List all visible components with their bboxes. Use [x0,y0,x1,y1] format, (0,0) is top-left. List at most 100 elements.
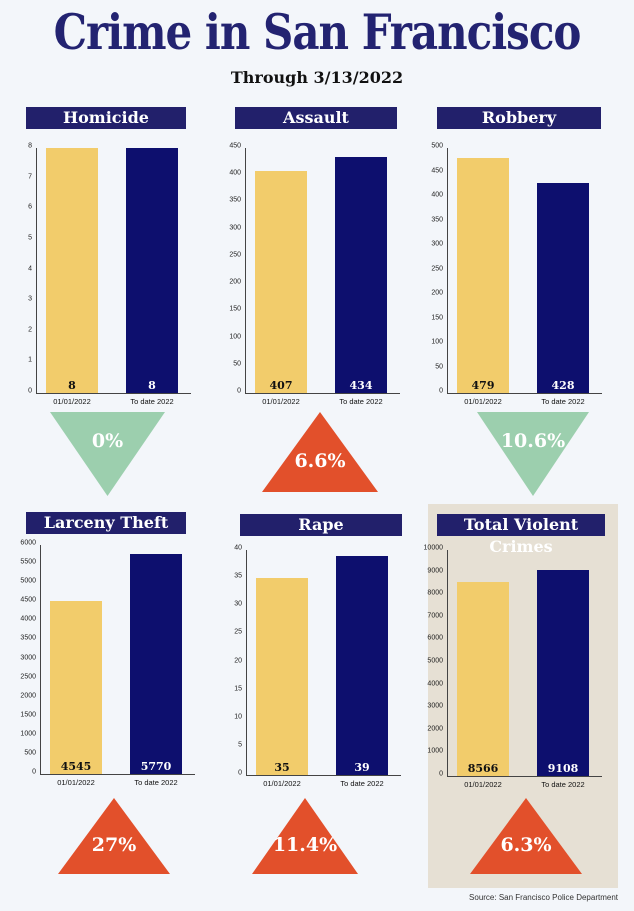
homicide-y-tick: 2 [28,326,32,334]
rape-y-tick: 25 [234,628,242,636]
homicide-y-tick: 0 [28,387,32,395]
robbery-y-tick: 350 [431,216,443,223]
total-violent-crimes-y-tick: 7000 [427,612,443,620]
total-violent-crimes-x-label: 01/01/2022 [464,780,502,789]
total-violent-crimes-x-axis [447,776,602,777]
source-note: Source: San Francisco Police Department [469,893,618,902]
assault-x-label: 01/01/2022 [262,397,300,406]
assault-change-indicator: 6.6% [262,412,378,492]
homicide-bar-to-date-2022 [126,148,178,393]
rape-y-axis [246,550,247,775]
robbery-y-axis [447,148,448,393]
robbery-y-tick: 400 [431,191,443,199]
robbery-y-tick: 0 [439,387,443,395]
homicide-x-label: 01/01/2022 [53,397,91,406]
total-violent-crimes-y-tick: 9000 [427,567,443,575]
rape-up-arrow-icon [252,798,358,874]
larceny-theft-y-tick: 6000 [20,539,36,547]
rape-change-indicator: 11.4% [252,798,358,874]
total-violent-crimes-plot-area: 0 1000 2000 3000 4000 5000 6000 7000 8000 9000 100… [424,545,602,789]
larceny-theft-change-triangle [58,798,170,874]
total-violent-crimes-y-tick: 5000 [427,657,443,665]
page-title: Crime in San Francisco [53,4,582,61]
larceny-theft-y-tick: 4500 [20,596,36,604]
robbery-change-percent: 10.6% [500,430,566,453]
total-violent-crimes-value-label: 9108 [547,762,579,775]
assault-value-label: 407 [269,379,293,392]
robbery-y-tick: 250 [431,265,443,272]
robbery-value-label: 479 [471,379,495,392]
homicide-y-tick: 6 [28,203,32,211]
rape-x-axis [246,775,401,776]
assault-x-axis [245,393,400,394]
rape-y-tick: 15 [234,685,242,693]
rape-y-tick: 10 [234,713,242,721]
rape-change-percent: 11.4% [272,834,338,857]
homicide-x-label: To date 2022 [130,397,174,406]
assault-y-tick: 200 [229,278,241,286]
rape-x-label: 01/01/2022 [263,779,301,788]
homicide-y-tick: 5 [28,234,32,242]
total-violent-crimes-y-tick: 0 [439,770,443,778]
total-violent-crimes-value-label: 8566 [467,762,499,775]
homicide-chart-title: Homicide [26,107,186,129]
assault-bar-to-date-2022 [335,156,387,393]
assault-change-percent: 6.6% [294,450,346,473]
homicide-bar-01-01-2022 [46,148,98,393]
total-violent-crimes-y-tick: 6000 [427,634,443,642]
homicide-down-arrow-icon [50,412,165,496]
assault-value-label: 434 [349,379,373,392]
robbery-y-tick: 500 [431,142,443,150]
robbery-y-tick: 300 [431,240,443,248]
rape-y-tick: 20 [234,657,242,664]
rape-change-triangle [252,798,358,874]
larceny-theft-y-tick: 5500 [20,558,36,566]
rape-chart-title: Rape [240,514,402,536]
larceny-theft-y-tick: 1000 [20,730,36,738]
rape-bar-01-01-2022 [256,578,308,775]
robbery-bar-01-01-2022 [457,158,509,393]
total-violent-crimes-y-axis [447,550,448,776]
robbery-value-label: 428 [551,379,575,392]
assault-y-tick: 450 [229,142,241,150]
larceny-theft-y-tick: 2000 [20,692,36,700]
homicide-y-tick: 1 [28,356,32,364]
larceny-theft-x-axis [40,774,195,775]
larceny-theft-y-tick: 0 [32,768,36,776]
total-violent-crimes-y-tick: 3000 [427,702,443,710]
total-violent-crimes-change-triangle [470,798,582,874]
homicide-plot-area: 0 1 2 3 4 5 6 7 8 8 01/01/2022 8 To date 2022 [28,143,191,406]
larceny-theft-y-tick: 5000 [20,577,36,585]
homicide-change-percent: 0% [91,430,124,453]
larceny-theft-y-tick: 500 [24,749,36,757]
robbery-change-triangle [477,412,589,496]
robbery-change-indicator: 10.6% [477,412,589,496]
larceny-theft-y-tick: 1500 [20,711,36,719]
larceny-theft-chart-title: Larceny Theft [26,512,186,534]
total-violent-crimes-bar-01-01-2022 [457,582,509,776]
larceny-theft-y-tick: 3000 [20,654,36,661]
robbery-x-label: To date 2022 [541,397,585,406]
rape-y-tick: 5 [238,741,242,749]
total-violent-crimes-y-tick: 8000 [427,589,443,597]
larceny-theft-bar-to-date-2022 [130,553,182,774]
assault-y-tick: 150 [229,305,241,313]
robbery-x-label: 01/01/2022 [464,397,502,406]
assault-y-tick: 0 [237,387,241,395]
rape-x-label: To date 2022 [340,779,384,788]
larceny-theft-change-percent: 27% [91,834,137,857]
robbery-bar-to-date-2022 [537,183,589,393]
assault-y-tick: 400 [229,169,241,177]
homicide-value-label: 8 [68,379,76,392]
homicide-y-tick: 8 [28,142,32,150]
page-subtitle: Through 3/13/2022 [230,68,404,87]
rape-plot-area: 0 5 10 15 20 25 30 35 40 35 01/01/2022 39 To date 20… [234,545,401,788]
total-violent-crimes-y-tick: 2000 [427,725,443,733]
total-violent-crimes-y-tick: 1000 [427,747,443,755]
assault-y-tick: 100 [229,333,241,341]
robbery-chart-title: Robbery [437,107,601,129]
total-violent-crimes-bar-to-date-2022 [537,570,589,776]
assault-y-tick: 350 [229,196,241,204]
robbery-plot-area: 0 50 100 150 200 250 300 350 400 450 500 479 01/01/2… [431,143,602,406]
larceny-theft-y-tick: 3500 [20,634,36,642]
